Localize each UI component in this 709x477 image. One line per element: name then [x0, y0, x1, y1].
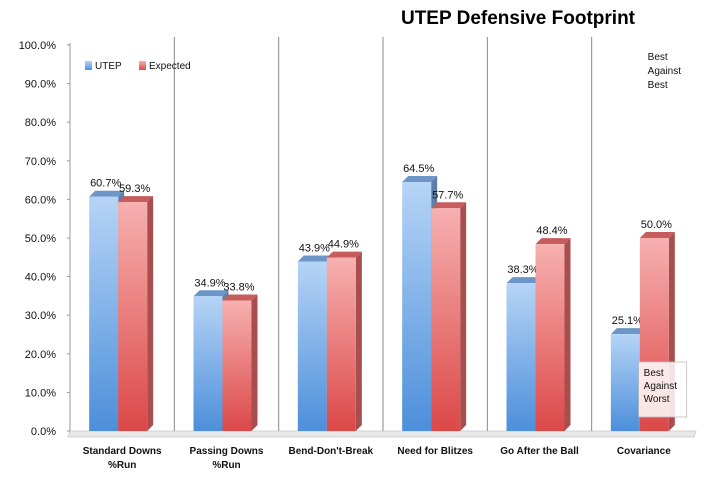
bar-utep-5	[610, 334, 640, 431]
category-label: %Run	[212, 460, 240, 471]
bar-utep-2	[297, 261, 327, 431]
data-label: 43.9%	[299, 243, 330, 255]
legend-swatch-utep	[85, 61, 92, 70]
bar-expected-1	[222, 300, 252, 431]
annotation-box	[638, 361, 688, 418]
annotation-best-against-best: Against	[648, 66, 682, 77]
legend-label: Expected	[149, 61, 191, 72]
data-label: 59.3%	[119, 183, 150, 195]
bar-top	[89, 190, 125, 197]
bar-top	[326, 251, 362, 258]
data-label: 50.0%	[641, 219, 672, 231]
category-label: %Run	[108, 460, 136, 471]
bar-utep-1	[193, 296, 223, 431]
bar-expected-4	[535, 244, 565, 431]
bar-top	[506, 277, 542, 284]
bar-side	[355, 251, 362, 431]
category-label: Standard Downs	[83, 446, 162, 457]
y-tick-label: 90.0%	[25, 79, 56, 91]
bar-side	[147, 196, 154, 431]
category-label: Need for Blitzes	[397, 446, 473, 457]
bar-top	[431, 202, 467, 209]
bar-top	[535, 238, 571, 245]
category-label: Covariance	[617, 446, 671, 457]
bar-expected-2	[326, 257, 356, 431]
bar-top	[402, 176, 438, 183]
data-label: 60.7%	[90, 178, 121, 190]
bar-top	[118, 196, 154, 203]
data-label: 48.4%	[536, 225, 567, 237]
data-label: 38.3%	[507, 264, 538, 276]
category-label: Passing Downs	[190, 446, 264, 457]
bar-utep-3	[402, 182, 432, 431]
legend-swatch-expected	[139, 61, 146, 70]
annotation-best-against-worst: Worst	[644, 394, 670, 405]
legend: UTEP Expected	[85, 61, 191, 72]
y-tick-label: 10.0%	[25, 387, 56, 399]
category-label: Bend-Don't-Break	[289, 446, 374, 457]
bar-side	[251, 294, 258, 431]
annotation-best-against-best: Best	[648, 52, 668, 63]
bar-side	[460, 202, 467, 431]
y-tick-label: 50.0%	[25, 233, 56, 245]
data-label: 44.9%	[328, 239, 359, 251]
y-tick-label: 100.0%	[19, 40, 57, 52]
plot-area: 0.0% 10.0% 20.0% 30.0% 40.0% 50.0% 60.0% 70.0% 8…	[19, 37, 697, 471]
data-label: 34.9%	[194, 277, 225, 289]
annotation-best-against-best: Best	[648, 80, 668, 91]
y-tick-label: 70.0%	[25, 156, 56, 168]
chart-floor	[67, 430, 697, 438]
y-tick-label: 30.0%	[25, 310, 56, 322]
data-label: 25.1%	[612, 315, 643, 327]
data-label: 57.7%	[432, 189, 463, 201]
chart-title: UTEP Defensive Footprint	[401, 8, 636, 29]
category-label: Go After the Ball	[500, 446, 579, 457]
annotation-best-against-worst: Against	[644, 381, 678, 392]
y-tick-label: 60.0%	[25, 194, 56, 206]
data-label: 64.5%	[403, 163, 434, 175]
bar-utep-4	[506, 283, 536, 431]
bar-top	[297, 255, 333, 262]
legend-label: UTEP	[95, 61, 122, 72]
bar-top	[639, 232, 675, 238]
bar-top	[610, 328, 646, 335]
y-tick-label: 0.0%	[31, 426, 56, 438]
bar-top	[193, 290, 229, 297]
annotation-best-against-worst: Best	[644, 368, 664, 379]
y-tick-label: 20.0%	[25, 349, 56, 361]
y-tick-label: 80.0%	[25, 117, 56, 129]
bar-top	[222, 294, 258, 301]
bar-expected-3	[431, 208, 461, 431]
bar-utep-0	[89, 196, 119, 431]
bar-side	[564, 238, 571, 431]
bar-expected-0	[118, 202, 148, 431]
y-tick-label: 40.0%	[25, 272, 56, 284]
data-label: 33.8%	[223, 282, 254, 294]
